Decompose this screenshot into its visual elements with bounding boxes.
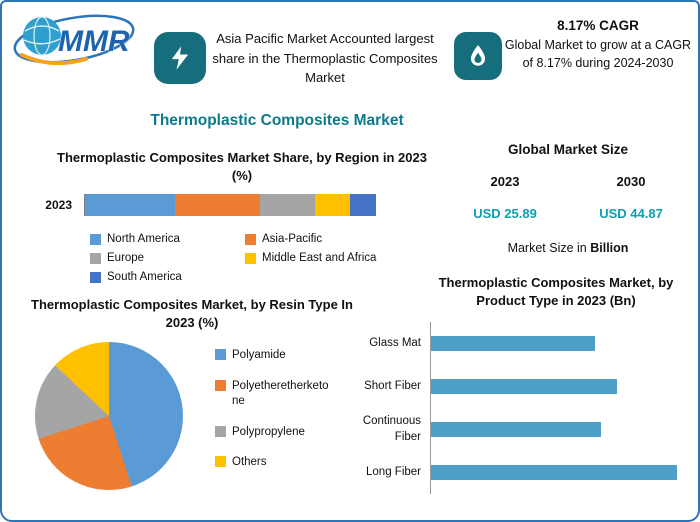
- legend-label: Europe: [107, 252, 145, 264]
- legend-label: South America: [107, 271, 182, 283]
- legend-item: Polypropylene: [215, 425, 333, 441]
- cagr-value: 8.17% CAGR: [557, 18, 639, 33]
- bar-category-label: Short Fiber: [364, 379, 421, 392]
- market-size-panel: Global Market Size 2023 2030 USD 25.89 U…: [442, 142, 694, 255]
- market-size-note-prefix: Market Size in: [507, 241, 591, 255]
- bar-row: Glass Mat: [340, 322, 696, 365]
- product-chart-title: Thermoplastic Composites Market, by Prod…: [438, 275, 674, 309]
- legend-swatch: [215, 425, 226, 437]
- legend-swatch: [215, 349, 226, 360]
- market-size-note-unit: Billion: [590, 241, 629, 255]
- region-axis-label: 2023: [45, 198, 72, 212]
- legend-item: South America: [90, 271, 245, 283]
- legend-swatch: [90, 234, 101, 245]
- bar-zone: [430, 408, 696, 451]
- legend-label: Polyetheretherketone: [232, 379, 329, 408]
- legend-item: Polyetheretherketone: [215, 379, 333, 410]
- resin-pie: [35, 342, 183, 490]
- legend-label: Polyamide: [232, 349, 286, 361]
- bar: [431, 422, 601, 437]
- bar-zone: [430, 451, 696, 494]
- mmr-logo: MMR: [10, 6, 148, 74]
- bar-segment-south-america: [349, 194, 376, 216]
- resin-legend: Polyamide Polyetheretherketone Polypropyle…: [215, 348, 333, 471]
- cagr-text: Global Market to grow at a CAGR of 8.17%…: [504, 38, 692, 70]
- legend-label: Middle East and Africa: [262, 252, 377, 264]
- highlight-asia-pacific: Asia Pacific Market Accounted largest sh…: [212, 31, 438, 85]
- legend-item: Asia-Pacific: [245, 233, 425, 245]
- logo-text: MMR: [58, 25, 130, 58]
- bar: [431, 465, 678, 480]
- legend-item: Europe: [90, 252, 245, 264]
- bar-segment-europe: [259, 194, 315, 216]
- region-legend: North America Asia-Pacific Europe Middle Ea…: [90, 233, 425, 283]
- legend-label: North America: [107, 233, 180, 245]
- legend-item: Polyamide: [215, 348, 333, 364]
- lightning-icon: [154, 32, 206, 84]
- region-chart-title: Thermoplastic Composites Market Share, b…: [57, 150, 427, 184]
- legend-item: Others: [215, 455, 333, 471]
- legend-label: Polypropylene: [232, 425, 305, 438]
- market-size-value-2023: USD 25.89: [473, 206, 537, 221]
- bar: [431, 379, 617, 394]
- bar-row: Short Fiber: [340, 365, 696, 408]
- bar-category-label: Long Fiber: [366, 465, 421, 478]
- market-size-years: 2023 2030: [442, 174, 694, 189]
- market-size-values: USD 25.89 USD 44.87: [442, 206, 694, 221]
- region-chart: 2023: [30, 194, 376, 216]
- market-size-title: Global Market Size: [507, 142, 629, 157]
- highlight-cagr: 8.17% CAGR Global Market to grow at a CA…: [500, 18, 696, 73]
- legend-item: Middle East and Africa: [245, 252, 425, 264]
- resin-chart-title: Thermoplastic Composites Market, by Resi…: [31, 297, 353, 331]
- market-size-note: Market Size in Billion: [442, 241, 694, 255]
- legend-item: North America: [90, 233, 245, 245]
- bar-row: Continuous Fiber: [340, 408, 696, 451]
- legend-label: Others: [232, 456, 267, 469]
- page-title: Thermoplastic Composites Market: [150, 112, 404, 129]
- bar-category-label: Continuous Fiber: [362, 414, 421, 443]
- bar-zone: [430, 365, 696, 408]
- bar-category-label: Glass Mat: [369, 336, 421, 349]
- legend-swatch: [90, 272, 101, 283]
- product-rows: Glass Mat Short Fiber Continuous Fiber Long…: [340, 322, 696, 494]
- legend-swatch: [245, 253, 256, 264]
- legend-swatch: [215, 456, 226, 468]
- bar: [431, 336, 596, 351]
- market-size-year-2030: 2030: [616, 174, 646, 189]
- bar-row: Long Fiber: [340, 451, 696, 494]
- flame-icon: [454, 32, 502, 80]
- market-size-value-2030: USD 44.87: [599, 206, 663, 221]
- region-stacked-bar: [84, 194, 376, 216]
- legend-label: Asia-Pacific: [262, 233, 323, 245]
- bar-zone: [430, 322, 696, 365]
- bar-segment-middle-east-and-africa: [314, 194, 350, 216]
- legend-swatch: [90, 253, 101, 264]
- legend-swatch: [245, 234, 256, 245]
- market-size-year-2023: 2023: [490, 174, 520, 189]
- legend-swatch: [215, 379, 226, 391]
- bar-segment-asia-pacific: [175, 194, 260, 216]
- bar-segment-north-america: [85, 194, 176, 216]
